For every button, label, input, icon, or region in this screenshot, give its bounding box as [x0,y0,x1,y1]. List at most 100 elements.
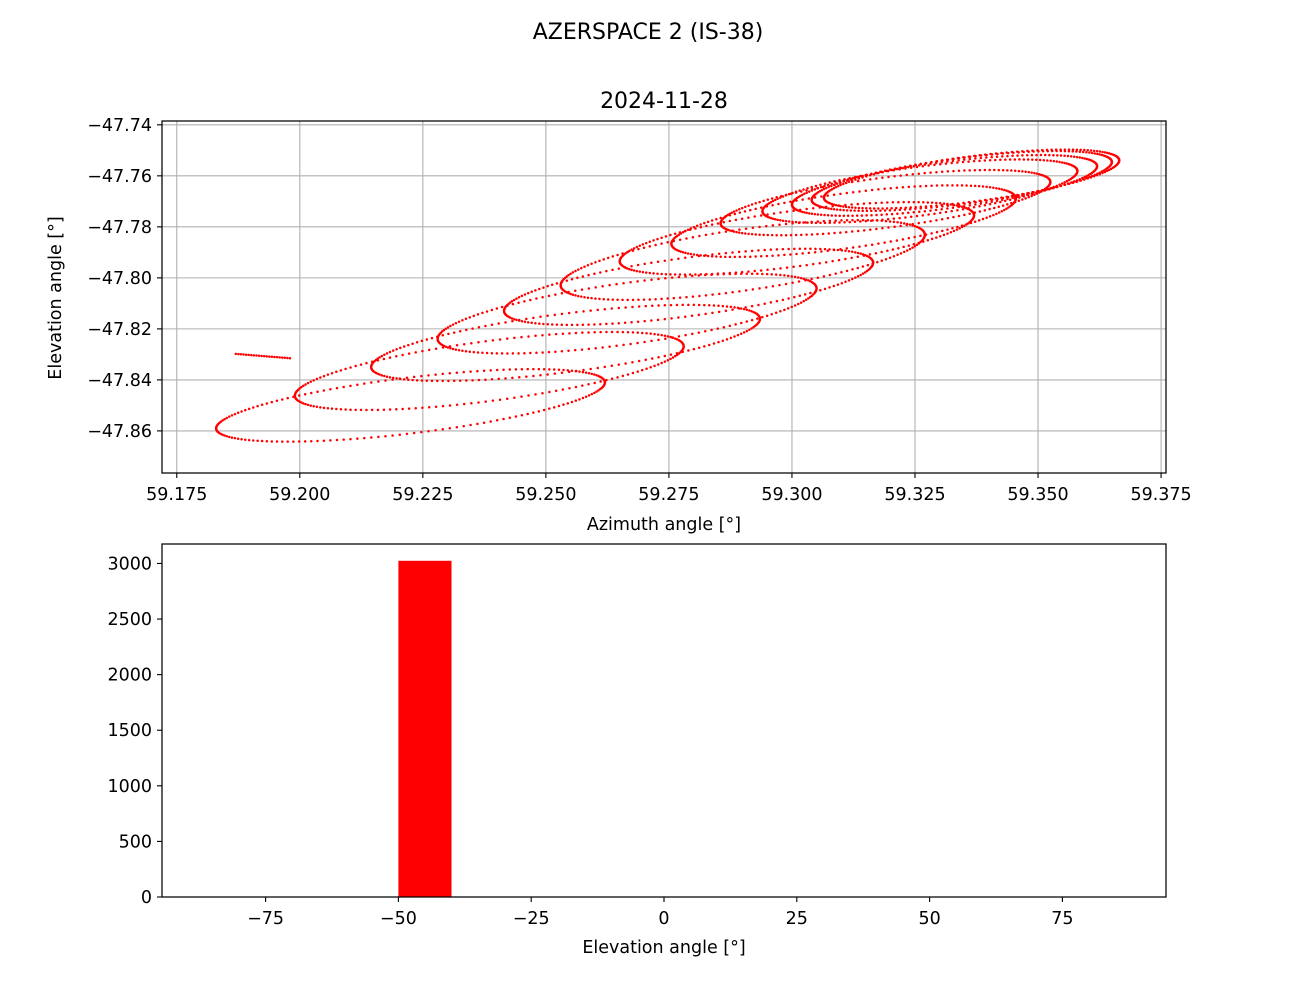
scatter-point [280,356,284,359]
scatter-point [793,247,796,251]
scatter-point [819,247,822,251]
scatter-point [660,333,663,337]
scatter-point [885,213,889,216]
scatter-point [995,212,998,216]
scatter-point [827,232,831,235]
scatter-point [573,289,577,293]
scatter-y-tick-label: −47.84 [87,371,152,391]
scatter-point [359,408,363,412]
scatter-point [312,404,315,408]
scatter-point [1013,169,1017,173]
scatter-point [530,290,533,294]
scatter-point [512,317,516,321]
scatter-point [541,295,544,299]
scatter-point [587,323,590,326]
scatter-point [641,243,645,246]
scatter-point [830,214,834,217]
scatter-point [546,284,549,288]
scatter-point [306,403,310,407]
scatter-point [728,212,731,216]
scatter-point [691,274,694,278]
scatter-point [1085,174,1089,178]
scatter-point [769,301,773,304]
scatter-point [851,214,854,217]
scatter-point [734,323,737,326]
scatter-point [421,349,424,353]
scatter-point [979,202,983,205]
scatter-point [856,229,860,233]
scatter-point [868,202,872,205]
scatter-point [944,210,948,214]
scatter-point [828,221,831,225]
scatter-point [523,300,526,303]
scatter-point [476,422,479,426]
scatter-point [383,374,386,378]
scatter-point [866,218,870,222]
scatter-point [575,310,578,314]
scatter-point [765,272,769,276]
scatter-point [275,440,279,443]
scatter-point [951,206,955,210]
scatter-point [876,260,879,264]
scatter-point [411,378,414,382]
scatter-point [881,207,884,210]
scatter-point [1063,161,1066,165]
scatter-point [385,375,389,378]
scatter-point [703,330,707,333]
scatter-point [963,224,966,228]
scatter-point [992,186,995,189]
scatter-point [673,232,677,235]
scatter-point [273,355,276,359]
scatter-point [678,238,682,241]
scatter-point [630,264,633,268]
scatter-point [1089,176,1093,179]
scatter-point [711,232,714,236]
scatter-point [930,201,934,204]
scatter-point [1015,193,1019,197]
scatter-point [399,377,402,381]
scatter-point [306,381,310,385]
scatter-point [967,155,971,158]
scatter-point [660,242,663,245]
scatter-point [836,248,840,252]
scatter-point [802,277,806,281]
scatter-point [759,214,763,217]
scatter-point [1033,171,1036,175]
scatter-point [745,308,749,312]
scatter-point [382,357,386,361]
scatter-point [1013,158,1017,161]
scatter-point [935,219,938,222]
scatter-point [717,340,720,344]
scatter-point [692,253,696,256]
scatter-point [771,199,775,203]
scatter-point [877,242,880,245]
scatter-point [942,202,946,205]
scatter-point [589,309,592,312]
scatter-point [624,306,627,309]
scatter-point [875,219,879,222]
scatter-point [643,262,646,266]
scatter-point [532,411,535,414]
scatter-point [593,331,596,334]
scatter-point [624,362,627,365]
scatter-point [899,221,903,225]
scatter-point [729,336,733,340]
scatter-point [636,263,640,267]
scatter-point [884,219,888,223]
scatter-point [883,241,886,244]
scatter-point [534,321,537,325]
scatter-point [330,371,334,375]
scatter-point [864,244,868,247]
scatter-point [1109,152,1113,156]
scatter-point [580,288,584,291]
scatter-point [786,307,790,310]
scatter-point [699,273,703,276]
scatter-point [1063,181,1066,184]
scatter-point [452,331,456,334]
scatter-point [527,394,530,397]
scatter-point [946,228,949,231]
scatter-point [664,277,667,280]
scatter-point [1027,170,1031,174]
scatter-point [586,263,590,267]
scatter-point [828,248,831,251]
